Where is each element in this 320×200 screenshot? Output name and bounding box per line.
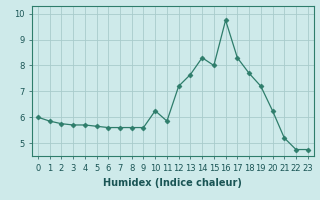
X-axis label: Humidex (Indice chaleur): Humidex (Indice chaleur) bbox=[103, 178, 242, 188]
